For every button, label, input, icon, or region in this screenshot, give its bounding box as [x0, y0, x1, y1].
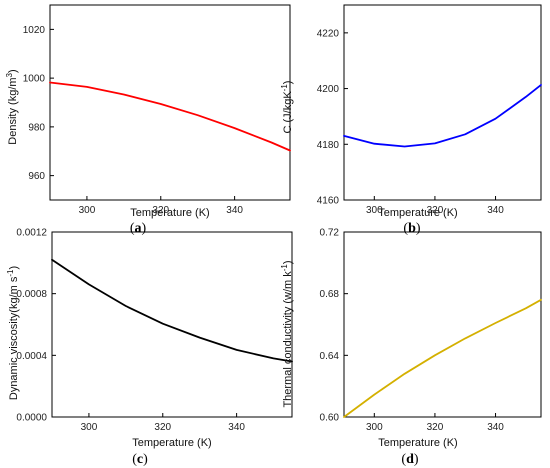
panel-c-y-tick-label: 0.0004	[16, 351, 47, 362]
panel-b-ylabel-end: )	[282, 81, 294, 85]
panel-c-series-line	[51, 258, 293, 363]
panel-a-ylabel-sup: 3	[5, 72, 14, 77]
panel-a-ylabel: Density (kg/m3)	[5, 69, 19, 144]
panel-c-ylabel-end: )	[8, 266, 20, 270]
panel-c-y-tick-label: 0.0000	[16, 413, 47, 424]
panel-a-label: (a)	[130, 221, 147, 236]
panel-b-frame	[343, 4, 542, 201]
panel-c-ylabel: Dynamic viscosity(kg/m s-1)	[6, 266, 20, 400]
panel-a-plot-area: 960 980 1000 1020 300 320 340	[23, 4, 291, 216]
panel-d-y-tick-label: 0.68	[320, 289, 340, 300]
panel-d-y-tick-label: 0.72	[320, 228, 340, 239]
panel-d-y-tick-label: 0.60	[320, 413, 340, 424]
panel-a-label-letter: a	[135, 221, 142, 236]
panel-a-frame	[49, 4, 291, 201]
panel-a-series-line	[49, 81, 291, 152]
panel-b-y-tick-label: 4220	[317, 28, 340, 39]
panel-b-ylabel-main: C (J/kgK	[282, 91, 294, 134]
panel-c-x-tick-label: 300	[81, 422, 98, 433]
panel-c-frame	[51, 231, 293, 418]
panel-b-y-tick-label: 4180	[317, 140, 340, 151]
panel-a-y-tick-label: 1020	[23, 25, 46, 36]
panel-d-label-letter: d	[406, 452, 414, 467]
panel-c-label: (c)	[132, 452, 148, 467]
panel-c: 0.0000 0.0004 0.0008 0.0012 300 320 340 Temper…	[6, 228, 293, 467]
panel-b-x-tick-label: 340	[487, 205, 504, 216]
panel-a-ylabel-end: )	[7, 69, 19, 73]
panel-a-x-tick-label: 320	[152, 205, 169, 216]
panel-a-xlabel: Temperature (K)	[130, 207, 209, 219]
panel-a-y-tick-label: 1000	[23, 74, 46, 85]
panel-b-y-tick-label: 4160	[317, 196, 340, 207]
panel-b-label: (b)	[403, 221, 420, 236]
panel-c-label-letter: c	[137, 452, 143, 467]
panel-a-y-tick-label: 980	[28, 122, 45, 133]
panel-d-ylabel-end: )	[282, 260, 294, 264]
panel-d-x-tick-label: 320	[427, 422, 444, 433]
panel-b: 4160 4180 4200 4220 300 320 340 Temperature (K…	[280, 4, 542, 236]
panel-c-xlabel: Temperature (K)	[132, 437, 211, 449]
panel-d: 0.60 0.64 0.68 0.72 300 320 340 Temperature (K…	[280, 228, 542, 467]
panel-d-plot-area: 0.60 0.64 0.68 0.72 300 320 340	[320, 228, 542, 433]
panel-d-ylabel-sup: -1	[280, 264, 289, 272]
panel-d-xlabel: Temperature (K)	[378, 437, 457, 449]
panel-c-y-tick-label: 0.0008	[16, 289, 47, 300]
panel-d-y-tick-label: 0.64	[320, 351, 340, 362]
panel-c-ylabel-sup: -1	[6, 269, 15, 277]
panel-d-ylabel: Thermal conductivity (w/m k-1)	[280, 260, 294, 407]
panel-a-y-tick-label: 960	[28, 171, 45, 182]
panel-d-ylabel-main: Thermal conductivity (w/m k	[282, 271, 294, 408]
panel-c-x-tick-label: 340	[228, 422, 245, 433]
panel-b-label-letter: b	[408, 221, 416, 236]
panel-b-xlabel: Temperature (K)	[378, 207, 457, 219]
panel-c-ylabel-main: Dynamic viscosity(kg/m s	[8, 276, 20, 400]
panel-b-y-tick-label: 4200	[317, 84, 340, 95]
panel-d-series-line	[343, 298, 542, 418]
panel-d-x-tick-label: 300	[366, 422, 383, 433]
panel-a-x-tick-label: 340	[226, 205, 243, 216]
panel-b-ylabel: C (J/kgK-1)	[280, 81, 294, 134]
panel-a-x-tick-label: 300	[79, 205, 96, 216]
panel-b-x-tick-label: 320	[427, 205, 444, 216]
panel-c-y-tick-label: 0.0012	[16, 228, 47, 239]
panel-d-label: (d)	[401, 452, 418, 467]
panel-d-frame	[343, 231, 542, 418]
panel-b-x-tick-label: 300	[366, 205, 383, 216]
panel-d-x-tick-label: 340	[487, 422, 504, 433]
panel-b-plot-area: 4160 4180 4200 4220 300 320 340	[317, 4, 542, 216]
panel-a-ylabel-main: Density (kg/m	[7, 77, 19, 144]
panel-c-plot-area: 0.0000 0.0004 0.0008 0.0012 300 320 340	[16, 228, 293, 433]
panel-b-series-line	[343, 84, 542, 148]
panel-b-ylabel-sup: -1	[280, 84, 289, 92]
panel-c-x-tick-label: 320	[154, 422, 171, 433]
